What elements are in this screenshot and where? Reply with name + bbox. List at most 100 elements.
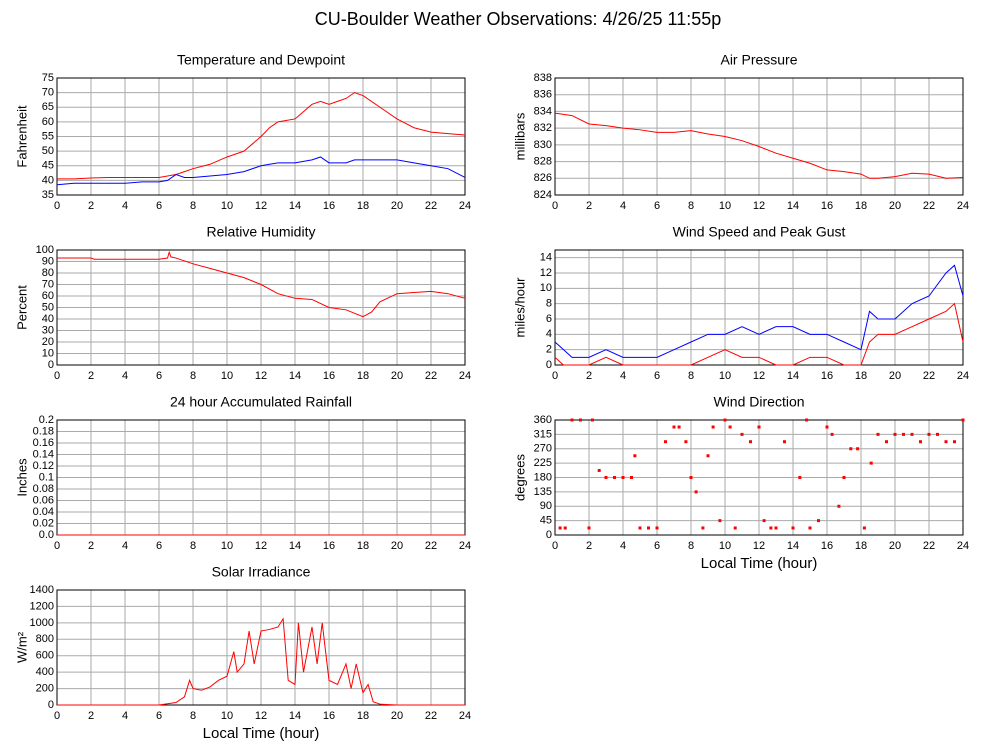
y-tick-label: 0.04: [33, 506, 54, 518]
data-point: [718, 519, 722, 523]
x-tick-label: 4: [122, 710, 128, 722]
y-tick-label: 836: [534, 89, 552, 101]
data-point: [647, 526, 650, 530]
y-tick-label: 60: [42, 290, 54, 302]
data-point: [849, 447, 853, 451]
y-tick-label: 135: [534, 486, 552, 498]
panel-title: Relative Humidity: [207, 224, 316, 240]
x-tick-label: 0: [552, 370, 558, 382]
data-point: [689, 476, 693, 479]
y-tick-label: 75: [42, 72, 54, 84]
y-tick-label: 0.18: [33, 425, 54, 437]
data-point: [733, 526, 737, 530]
panel-title: Solar Irradiance: [212, 564, 311, 580]
x-tick-label: 22: [425, 710, 437, 722]
y-tick-label: 0.12: [33, 460, 54, 472]
data-point: [740, 432, 744, 436]
data-point: [953, 440, 956, 444]
y-tick-label: 270: [534, 443, 552, 455]
x-tick-label: 10: [221, 710, 233, 722]
x-tick-label: 4: [620, 370, 626, 382]
y-tick-label: 100: [36, 244, 54, 256]
data-point: [749, 440, 752, 444]
y-tick-label: 20: [42, 336, 54, 348]
data-point: [664, 440, 667, 444]
y-tick-label: 40: [42, 313, 54, 325]
y-tick-label: 10: [42, 347, 54, 359]
data-point: [711, 425, 715, 429]
y-tick-label: 70: [42, 278, 54, 290]
x-tick-label: 8: [688, 370, 694, 382]
data-point: [808, 526, 812, 530]
y-tick-label: 60: [42, 116, 54, 128]
x-tick-label: 16: [323, 200, 335, 212]
data-line: [554, 302, 964, 366]
data-point: [633, 454, 637, 458]
plot-frame: [56, 249, 466, 366]
x-tick-label: 6: [156, 710, 162, 722]
data-point: [558, 526, 562, 530]
x-tick-label: 14: [289, 200, 301, 212]
y-tick-label: 824: [534, 189, 552, 201]
x-tick-label: 24: [459, 200, 471, 212]
panel-title: Wind Speed and Peak Gust: [673, 224, 846, 240]
x-tick-label: 20: [391, 540, 403, 552]
data-point: [919, 440, 922, 444]
data-point: [902, 432, 905, 436]
x-tick-label: 12: [255, 710, 267, 722]
x-tick-label: 16: [323, 540, 335, 552]
data-point: [587, 526, 591, 530]
x-tick-label: 12: [255, 200, 267, 212]
x-axis-label: Local Time (hour): [701, 555, 818, 572]
x-tick-label: 20: [391, 200, 403, 212]
data-point: [791, 526, 795, 530]
y-tick-label: 0.0: [39, 529, 54, 541]
x-tick-label: 10: [719, 200, 731, 212]
data-point: [604, 476, 608, 479]
y-tick-label: 834: [534, 105, 552, 117]
data-point: [856, 447, 860, 451]
x-tick-label: 20: [889, 370, 901, 382]
y-tick-label: 0: [546, 359, 552, 371]
data-point: [830, 432, 834, 436]
data-line: [554, 112, 964, 179]
data-point: [862, 526, 866, 530]
y-tick-label: 14: [540, 252, 552, 264]
data-point: [774, 526, 778, 530]
x-tick-label: 16: [323, 710, 335, 722]
x-tick-label: 8: [190, 540, 196, 552]
data-point: [817, 519, 820, 523]
x-tick-label: 0: [552, 540, 558, 552]
y-tick-label: 0.06: [33, 494, 54, 506]
y-tick-label: 600: [36, 650, 54, 662]
x-tick-label: 18: [855, 370, 867, 382]
x-tick-label: 14: [787, 540, 799, 552]
x-tick-label: 2: [586, 200, 592, 212]
x-tick-label: 8: [190, 370, 196, 382]
x-tick-label: 22: [425, 200, 437, 212]
x-tick-label: 16: [821, 540, 833, 552]
x-tick-label: 12: [753, 200, 765, 212]
page-title: CU-Boulder Weather Observations: 4/26/25…: [315, 9, 722, 29]
y-tick-label: 0: [48, 359, 54, 371]
data-point: [563, 526, 567, 530]
y-tick-label: 200: [36, 682, 54, 694]
y-tick-label: 0.14: [33, 448, 54, 460]
x-tick-label: 20: [391, 710, 403, 722]
x-tick-label: 2: [88, 200, 94, 212]
data-line: [57, 92, 466, 180]
x-tick-label: 4: [620, 200, 626, 212]
data-point: [630, 476, 633, 479]
y-tick-label: 1400: [30, 584, 54, 596]
y-tick-label: 65: [42, 101, 54, 113]
data-line: [57, 250, 466, 318]
x-tick-label: 0: [54, 710, 60, 722]
x-tick-label: 16: [821, 370, 833, 382]
x-tick-label: 6: [156, 370, 162, 382]
y-tick-label: 360: [534, 414, 552, 426]
data-point: [910, 432, 914, 436]
y-tick-label: 8: [546, 298, 552, 310]
y-tick-label: 838: [534, 72, 552, 84]
x-tick-label: 14: [289, 710, 301, 722]
x-tick-label: 20: [391, 370, 403, 382]
